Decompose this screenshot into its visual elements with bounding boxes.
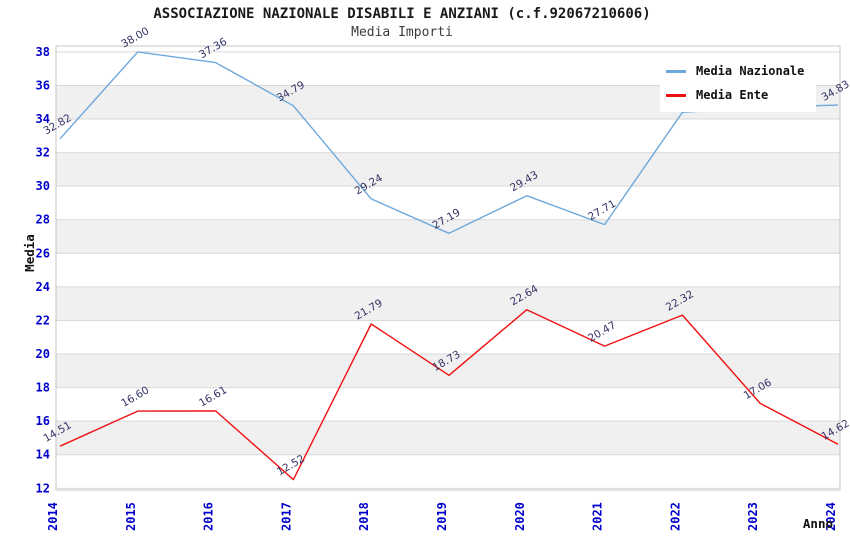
legend-label-media-nazionale: Media Nazionale: [696, 64, 805, 78]
y-tick-label: 22: [36, 313, 50, 327]
legend-line-swatch-red: [666, 93, 686, 97]
x-tick-label: 2019: [435, 502, 449, 531]
x-tick-label: 2016: [202, 502, 216, 531]
series-line-1: [59, 309, 839, 481]
plot-alt-band: [56, 219, 840, 254]
x-tick-label: 2021: [591, 502, 605, 531]
y-tick-label: 38: [36, 45, 50, 59]
y-tick-label: 24: [36, 280, 50, 294]
x-tick-label: 2018: [357, 502, 371, 531]
y-tick-label: 18: [36, 381, 50, 395]
legend-item-media-nazionale: Media Nazionale: [666, 64, 804, 78]
point-label: 38.00: [119, 25, 151, 50]
x-tick-label: 2014: [46, 502, 60, 531]
x-axis-title: Anno: [803, 516, 833, 531]
plot-alt-band: [56, 286, 840, 321]
y-tick-label: 12: [36, 481, 50, 495]
x-tick-label: 2015: [124, 502, 138, 531]
x-tick-label: 2023: [746, 502, 760, 531]
y-axis-title: Media: [22, 234, 37, 272]
chart-title: ASSOCIAZIONE NAZIONALE DISABILI E ANZIAN…: [153, 6, 651, 22]
point-label: 12.52: [275, 453, 307, 478]
chart-subtitle: Media Importi: [351, 25, 453, 40]
y-tick-label: 20: [36, 347, 50, 361]
point-label: 20.47: [586, 319, 618, 344]
plot-alt-band: [56, 421, 840, 455]
plot-alt-band: [56, 354, 840, 388]
point-label: 37.36: [197, 36, 229, 62]
y-tick-label: 28: [36, 213, 50, 227]
x-tick-label: 2020: [513, 502, 527, 531]
y-tick-label: 16: [36, 414, 50, 428]
y-tick-label: 26: [36, 246, 50, 260]
x-tick-label: 2022: [668, 502, 682, 531]
y-tick-label: 14: [36, 448, 50, 462]
y-tick-label: 36: [36, 78, 50, 92]
legend-line-swatch-blue: [666, 69, 686, 73]
legend-item-media-ente: Media Ente: [666, 88, 804, 102]
x-tick-label: 2024: [824, 502, 838, 531]
x-tick-label: 2017: [279, 502, 293, 531]
plot-alt-band: [56, 152, 840, 187]
y-tick-label: 30: [36, 179, 50, 193]
y-tick-label: 34: [36, 112, 50, 126]
y-tick-label: 32: [36, 146, 50, 160]
plot-border: [55, 45, 841, 491]
chart-legend: Media Nazionale Media Ente: [660, 56, 817, 112]
legend-label-media-ente: Media Ente: [696, 88, 769, 102]
